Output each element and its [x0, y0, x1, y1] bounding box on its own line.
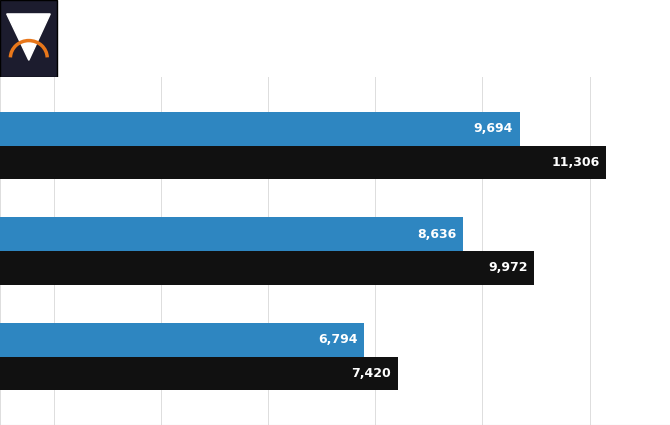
Text: 64b Multi-Threaded MIPS Rating - Higher Is Better: 64b Multi-Threaded MIPS Rating - Higher … — [67, 42, 361, 56]
Polygon shape — [7, 14, 50, 60]
Bar — [0, 218, 463, 251]
Bar — [0, 251, 535, 285]
Text: 9,972: 9,972 — [488, 261, 528, 275]
Text: 7,420: 7,420 — [352, 367, 391, 380]
Text: 8,636: 8,636 — [417, 228, 456, 241]
Text: 6,794: 6,794 — [318, 333, 358, 346]
Text: 7-Zip LZMA Benchmark: 7-Zip LZMA Benchmark — [67, 23, 340, 43]
Text: 11,306: 11,306 — [551, 156, 600, 169]
Bar — [0, 357, 398, 390]
FancyBboxPatch shape — [0, 0, 57, 77]
Bar — [0, 146, 606, 179]
Text: 9,694: 9,694 — [474, 122, 513, 136]
Bar — [0, 323, 364, 357]
Bar — [0, 112, 520, 146]
